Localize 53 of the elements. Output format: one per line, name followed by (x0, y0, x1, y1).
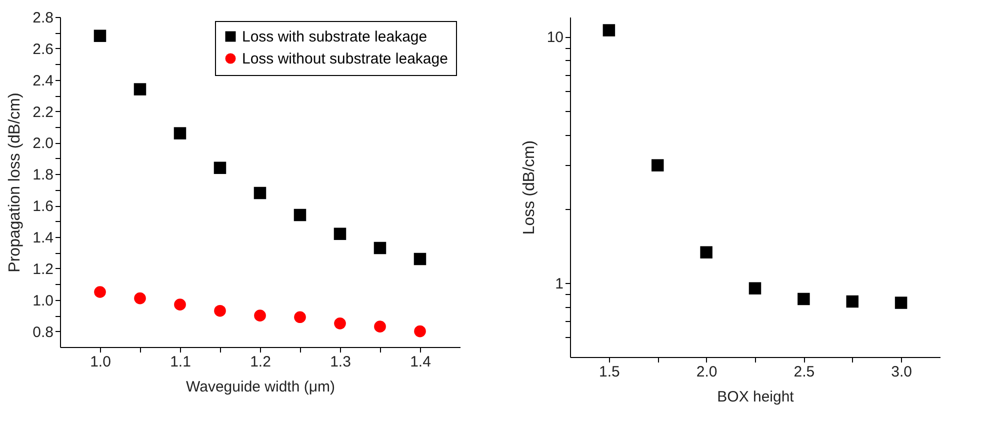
y-tick-label: 2.4 (32, 72, 54, 90)
point (374, 242, 386, 254)
y-axis-title: Loss (dB/cm) (520, 140, 538, 235)
y-tick-label: 1.0 (32, 292, 54, 310)
point (894, 296, 908, 309)
point (94, 286, 106, 298)
point (94, 30, 106, 42)
point (748, 282, 762, 294)
point (414, 252, 426, 266)
y-tick-label: 2.8 (32, 10, 54, 26)
legend-label: Loss with substrate leakage (242, 28, 428, 46)
y-axis-title: Propagation loss (dB/cm) (6, 92, 24, 272)
x-tick-label: 1.1 (170, 354, 191, 370)
x-tick-label: 1.2 (250, 354, 271, 370)
y-tick-label: 2.0 (32, 135, 54, 152)
x-axis-title: Waveguide width (μm) (186, 378, 335, 396)
x-tick-label: 1.3 (330, 354, 351, 370)
point (214, 162, 226, 174)
point (374, 320, 386, 332)
x-tick-label: 2.5 (794, 364, 815, 380)
point (294, 208, 306, 222)
point (700, 246, 712, 258)
point (134, 83, 146, 96)
y-tick-label: 2.2 (32, 104, 54, 121)
point (846, 295, 858, 308)
y-tick-label: 0.8 (32, 324, 54, 341)
legend-label: Loss without substrate leakage (242, 50, 448, 68)
y-tick-label: 1.6 (32, 198, 54, 216)
point (254, 310, 266, 322)
point (134, 292, 146, 304)
x-tick-label: 1.0 (90, 354, 111, 370)
y-tick-label: 1 (555, 275, 564, 292)
x-tick-label: 2.0 (696, 364, 718, 380)
x-tick-label: 3.0 (891, 364, 912, 380)
y-tick-label: 1.2 (32, 260, 54, 278)
point (254, 186, 266, 200)
point (602, 24, 616, 36)
x-tick-label: 1.4 (410, 354, 431, 370)
point (414, 325, 426, 338)
point (174, 127, 186, 140)
y-tick-label: 10 (546, 29, 564, 46)
point (174, 298, 186, 310)
point (294, 311, 306, 324)
y-tick-label: 2.6 (32, 40, 54, 58)
y-tick-label: 1.4 (32, 230, 54, 246)
point (652, 159, 664, 172)
point (334, 318, 346, 330)
point (334, 228, 346, 240)
x-axis-title: BOX height (717, 388, 795, 406)
point (798, 292, 810, 306)
x-tick-label: 1.5 (599, 364, 620, 380)
point (214, 304, 226, 317)
y-tick-label: 1.8 (32, 166, 54, 184)
